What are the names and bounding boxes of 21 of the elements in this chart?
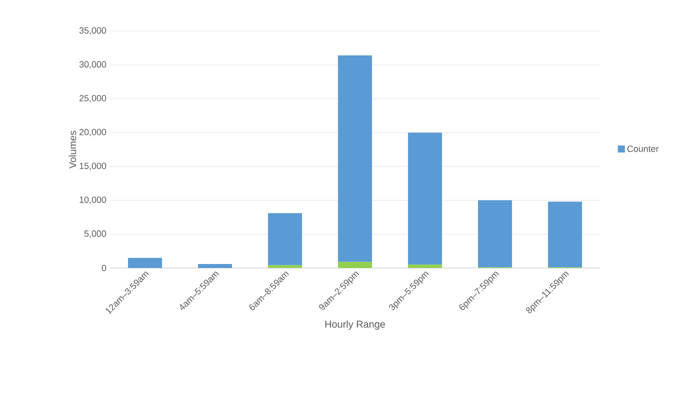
bar xyxy=(548,202,582,268)
legend-label: Counter xyxy=(627,146,659,152)
bar xyxy=(478,200,512,268)
bar xyxy=(338,262,372,268)
bar xyxy=(408,132,442,265)
bar xyxy=(338,55,372,262)
y-tick-label: 15,000 xyxy=(80,162,106,170)
bar xyxy=(408,264,442,268)
y-tick-label: 30,000 xyxy=(79,61,106,69)
y-tick-label: 25,000 xyxy=(80,95,106,102)
y-tick-label: 35,000 xyxy=(79,27,106,35)
x-axis-title: Hourly Range xyxy=(325,320,385,330)
bar xyxy=(198,264,232,268)
y-axis-title: Volumes xyxy=(68,130,76,169)
y-tick-label: 5,000 xyxy=(84,230,106,238)
y-tick-label: 10,000 xyxy=(80,196,106,204)
y-tick-label: 20,000 xyxy=(80,128,106,136)
bar xyxy=(128,258,162,268)
bar xyxy=(268,213,302,266)
y-tick-label: 0 xyxy=(102,264,106,272)
bar xyxy=(268,265,302,268)
